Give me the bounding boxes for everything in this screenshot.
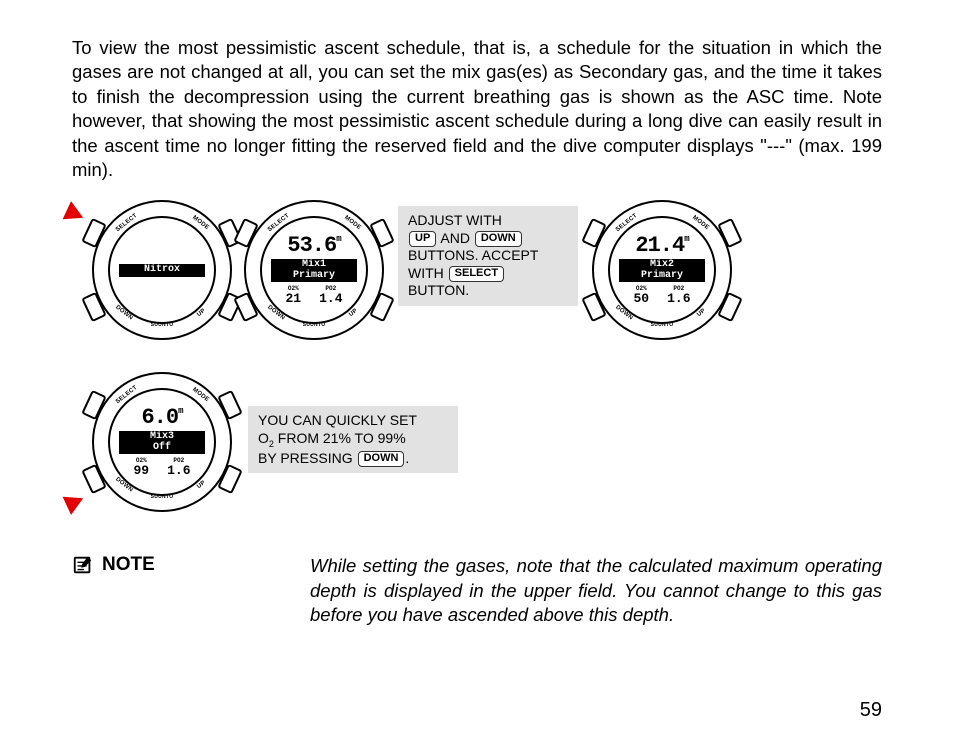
note-icon (72, 554, 94, 576)
band-line: Primary (627, 271, 697, 282)
diagram-area: SELECT MODE DOWN UP SUUNTO Nitrox SELECT… (72, 200, 882, 540)
callout-line: O2 FROM 21% TO 99% (258, 430, 448, 450)
callout-line: UP AND DOWN (408, 230, 568, 248)
callout-adjust: ADJUST WITH UP AND DOWN BUTTONS. ACCEPT … (398, 206, 578, 306)
callout-line: BUTTON. (408, 282, 568, 300)
note-label-text: NOTE (102, 554, 155, 576)
inline-button-down: DOWN (358, 451, 405, 467)
page-number: 59 (860, 699, 882, 722)
callout-line: YOU CAN QUICKLY SET (258, 412, 448, 430)
bottom-row: O2%50 PO21.6 (633, 286, 690, 305)
callout-line: WITH SELECT (408, 265, 568, 283)
screen-band: Nitrox (119, 264, 205, 277)
watch-screen: 21.4m Mix2 Primary O2%50 PO21.6 (608, 216, 716, 324)
arrow-icon (63, 202, 88, 228)
dive-watch: SELECT MODE DOWN UP SUUNTO 53.6m Mix1 Pr… (244, 200, 384, 340)
depth-value: 21.4m (635, 235, 688, 257)
band-line: Off (127, 443, 197, 454)
screen-band: Mix1 Primary (271, 259, 357, 282)
depth-value: 6.0m (141, 407, 182, 429)
dive-watch: SELECT MODE DOWN UP SUUNTO Nitrox (92, 200, 232, 340)
note-body: While setting the gases, note that the c… (310, 554, 882, 627)
inline-button-down: DOWN (475, 231, 522, 247)
callout-quickset: YOU CAN QUICKLY SET O2 FROM 21% TO 99% B… (248, 406, 458, 473)
watch-screen: 53.6m Mix1 Primary O2%21 PO21.4 (260, 216, 368, 324)
note-block: NOTE While setting the gases, note that … (72, 554, 882, 627)
inline-button-up: UP (409, 231, 436, 247)
dive-watch: SELECT MODE DOWN UP SUUNTO 21.4m Mix2 Pr… (592, 200, 732, 340)
callout-line: ADJUST WITH (408, 212, 568, 230)
screen-band: Mix3 Off (119, 431, 205, 454)
note-label: NOTE (72, 554, 302, 576)
callout-line: BUTTONS. ACCEPT (408, 247, 568, 265)
bottom-row: O2%99 PO21.6 (133, 458, 190, 477)
intro-paragraph: To view the most pessimistic ascent sche… (72, 36, 882, 182)
callout-line: BY PRESSING DOWN. (258, 450, 448, 468)
watch-screen: Nitrox (108, 216, 216, 324)
bottom-row: O2%21 PO21.4 (285, 286, 342, 305)
dive-watch: SELECT MODE DOWN UP SUUNTO 6.0m Mix3 Off… (92, 372, 232, 512)
manual-page: To view the most pessimistic ascent sche… (0, 0, 954, 756)
band-line: Nitrox (127, 265, 197, 276)
depth-value: 53.6m (287, 235, 340, 257)
band-line: Primary (279, 271, 349, 282)
watch-screen: 6.0m Mix3 Off O2%99 PO21.6 (108, 388, 216, 496)
inline-button-select: SELECT (449, 266, 504, 282)
arrow-icon (63, 490, 88, 516)
screen-band: Mix2 Primary (619, 259, 705, 282)
